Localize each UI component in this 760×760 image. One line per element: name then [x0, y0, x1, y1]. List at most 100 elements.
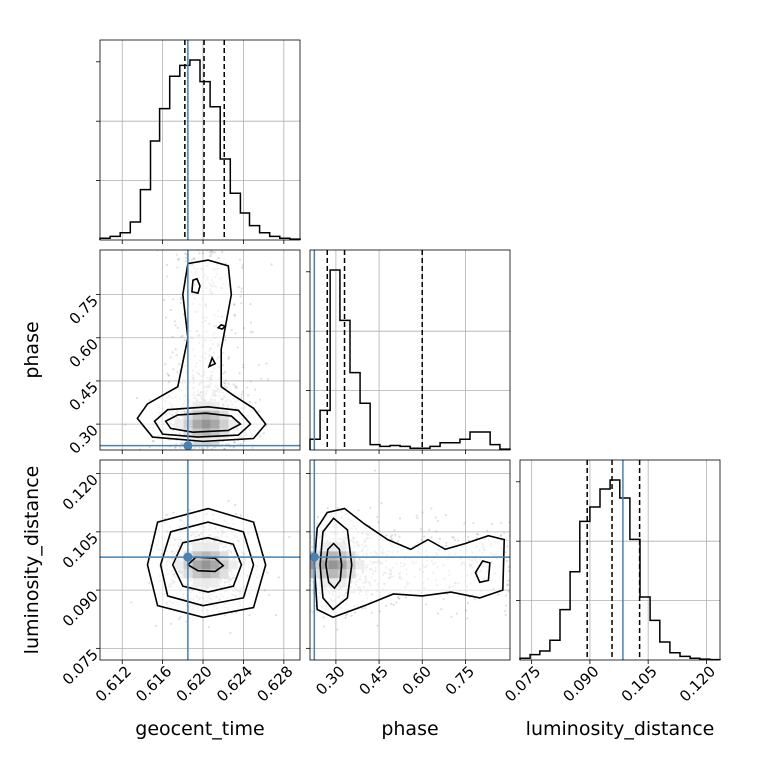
- sample-point: [270, 263, 273, 266]
- sample-point: [378, 610, 381, 613]
- sample-point: [389, 535, 392, 538]
- sample-point: [222, 372, 225, 375]
- sample-point: [224, 379, 228, 382]
- sample-point: [169, 308, 172, 312]
- y-tick-label-luminosity_distance: 0.075: [59, 646, 102, 689]
- sample-point: [206, 446, 209, 449]
- sample-point: [376, 516, 379, 519]
- y-tick-label-luminosity_distance: 0.090: [59, 587, 102, 630]
- sample-point: [305, 565, 307, 567]
- sample-point: [232, 441, 236, 444]
- panel-geocent_time-vs-phase: [96, 249, 301, 477]
- sample-point: [162, 298, 166, 302]
- sample-point: [258, 398, 261, 401]
- sample-point: [322, 616, 325, 619]
- sample-point: [207, 457, 209, 459]
- sample-point: [180, 460, 182, 462]
- sample-point: [185, 620, 188, 623]
- sample-point: [463, 522, 466, 525]
- sample-point: [239, 295, 242, 298]
- sample-point: [165, 513, 168, 517]
- x-tick-label-geocent_time: 0.620: [173, 662, 216, 705]
- sample-point: [177, 258, 180, 261]
- sample-point: [467, 539, 470, 542]
- hist-step-geocent_time: [99, 59, 301, 240]
- sample-point: [223, 385, 226, 388]
- sample-point: [302, 495, 304, 497]
- contour-level-0: [325, 542, 343, 590]
- sample-point: [130, 601, 133, 604]
- sample-point: [174, 452, 176, 454]
- sample-point: [205, 466, 207, 468]
- sample-point: [176, 326, 179, 329]
- sample-point: [254, 388, 257, 391]
- y-tick-label-phase: 0.30: [66, 421, 102, 457]
- sample-point: [225, 386, 228, 389]
- x-axis-label-luminosity_distance: luminosity_distance: [526, 718, 715, 740]
- y-axis-label-phase: phase: [21, 321, 43, 378]
- sample-point: [234, 386, 237, 389]
- hist-panel-geocent_time: [96, 39, 301, 244]
- sample-point: [486, 529, 489, 532]
- sample-point: [173, 320, 176, 323]
- sample-point: [281, 582, 283, 584]
- sample-point: [436, 612, 439, 615]
- sample-point: [308, 537, 310, 539]
- sample-point: [230, 465, 232, 467]
- sample-point: [467, 536, 470, 539]
- sample-point: [254, 401, 257, 404]
- sample-point: [210, 250, 213, 252]
- sample-point: [246, 386, 249, 389]
- sample-point: [428, 528, 431, 531]
- sample-point: [155, 624, 158, 628]
- x-tick-label-phase: 0.30: [312, 662, 348, 698]
- sample-point: [164, 462, 166, 464]
- sample-point: [311, 545, 314, 548]
- sample-point: [438, 537, 442, 540]
- sample-point: [172, 511, 175, 514]
- sample-point: [259, 435, 262, 438]
- sample-point: [249, 330, 252, 333]
- y-tick-label-phase: 0.75: [66, 292, 102, 328]
- sample-point: [466, 617, 469, 620]
- sample-point: [248, 400, 251, 404]
- sample-point: [198, 457, 200, 459]
- sample-point: [151, 440, 154, 443]
- sample-point: [295, 563, 297, 565]
- sample-point: [304, 566, 306, 568]
- sample-point: [404, 596, 408, 599]
- sample-point: [301, 559, 303, 561]
- sample-point: [200, 457, 202, 459]
- sample-point: [176, 266, 179, 269]
- sample-point: [164, 363, 167, 366]
- sample-point: [305, 603, 307, 605]
- sample-point: [290, 560, 292, 562]
- sample-point: [292, 561, 294, 563]
- sample-point: [455, 612, 458, 615]
- panel-geocent_time-vs-luminosity_distance: [96, 459, 301, 664]
- sample-point: [238, 258, 242, 261]
- contour-level-2: [313, 507, 506, 619]
- sample-point: [442, 597, 445, 601]
- sample-point: [277, 547, 279, 549]
- y-tick-label-phase: 0.60: [66, 335, 102, 371]
- sample-point: [179, 453, 181, 455]
- sample-point: [344, 616, 347, 620]
- sample-point: [326, 507, 329, 510]
- sample-point: [224, 382, 227, 385]
- sample-point: [165, 263, 169, 267]
- sample-point: [307, 556, 309, 558]
- sample-point: [194, 457, 196, 459]
- sample-point: [233, 314, 236, 317]
- sample-point: [292, 554, 294, 556]
- sample-point: [281, 576, 283, 578]
- sample-point: [182, 475, 184, 477]
- sample-point: [166, 372, 169, 375]
- sample-point: [181, 451, 183, 453]
- sample-point: [475, 536, 478, 539]
- sample-point: [223, 447, 226, 450]
- sample-point: [473, 598, 476, 601]
- sample-point: [430, 507, 433, 510]
- sample-point: [421, 511, 424, 514]
